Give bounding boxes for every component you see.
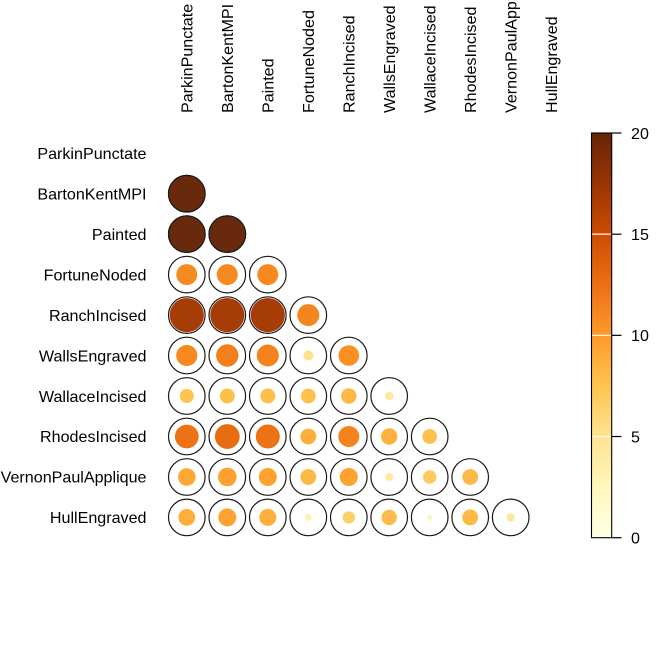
svg-text:RanchIncised: RanchIncised xyxy=(341,15,359,113)
svg-text:RanchIncised: RanchIncised xyxy=(49,307,147,325)
svg-text:Painted: Painted xyxy=(260,58,278,113)
svg-text:Painted: Painted xyxy=(92,226,147,244)
svg-text:BartonKentMPI: BartonKentMPI xyxy=(37,185,146,203)
svg-text:BartonKentMPI: BartonKentMPI xyxy=(219,4,237,113)
svg-text:HullEngraved: HullEngraved xyxy=(50,509,147,527)
svg-text:15: 15 xyxy=(631,226,649,244)
svg-text:WallsEngraved: WallsEngraved xyxy=(381,5,399,113)
svg-text:FortuneNoded: FortuneNoded xyxy=(44,266,147,284)
svg-text:RhodesIncised: RhodesIncised xyxy=(40,428,146,446)
svg-text:5: 5 xyxy=(631,428,640,446)
svg-text:HullEngraved: HullEngraved xyxy=(543,16,561,113)
svg-text:20: 20 xyxy=(631,125,649,143)
svg-text:0: 0 xyxy=(631,529,640,547)
svg-text:ParkinPunctate: ParkinPunctate xyxy=(179,4,197,113)
svg-text:WallsEngraved: WallsEngraved xyxy=(39,347,147,365)
svg-text:VernonPaulApplique: VernonPaulApplique xyxy=(502,0,520,113)
svg-text:WallaceIncised: WallaceIncised xyxy=(421,5,439,113)
svg-text:ParkinPunctate: ParkinPunctate xyxy=(37,145,146,163)
svg-text:10: 10 xyxy=(631,327,649,345)
svg-text:FortuneNoded: FortuneNoded xyxy=(300,10,318,113)
svg-text:WallaceIncised: WallaceIncised xyxy=(39,388,147,406)
svg-text:VernonPaulApplique: VernonPaulApplique xyxy=(1,469,147,487)
svg-text:RhodesIncised: RhodesIncised xyxy=(462,7,480,113)
